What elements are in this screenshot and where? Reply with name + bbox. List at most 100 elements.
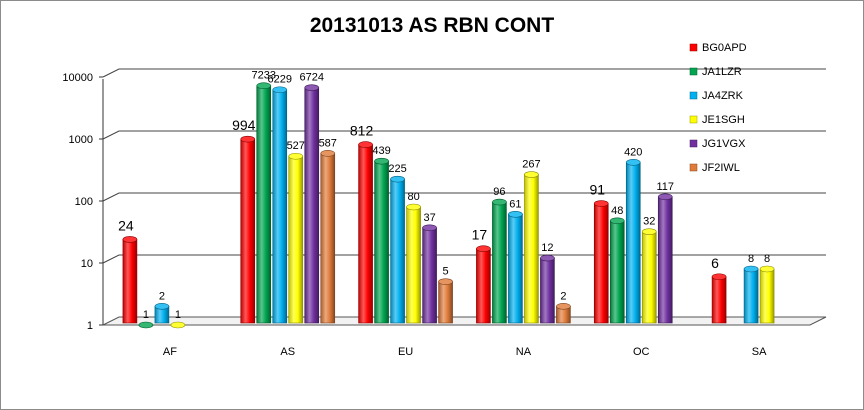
bar-JF2IWL-EU bbox=[438, 281, 453, 324]
bar-JE1SGH-EU bbox=[406, 206, 421, 324]
bar-top bbox=[122, 236, 138, 243]
gridline bbox=[102, 254, 826, 264]
data-label: 32 bbox=[643, 216, 655, 228]
data-label: 267 bbox=[522, 159, 540, 171]
bar-top bbox=[641, 228, 657, 235]
bar-JG1VGX-OC bbox=[657, 196, 673, 324]
data-label: 6229 bbox=[268, 74, 292, 86]
x-tick-label: AS bbox=[280, 346, 295, 358]
x-tick-label: OC bbox=[633, 346, 650, 358]
x-tick-label: SA bbox=[752, 346, 767, 358]
bar-top bbox=[743, 265, 759, 273]
legend-swatch bbox=[689, 115, 698, 124]
data-label: 48 bbox=[611, 205, 623, 217]
bar-top bbox=[524, 171, 539, 178]
bar-top bbox=[406, 203, 421, 211]
legend-label: JA4ZRK bbox=[702, 90, 744, 102]
bar-top bbox=[256, 82, 272, 90]
bar-top bbox=[374, 157, 389, 165]
legend-label: JF2IWL bbox=[702, 162, 740, 174]
bar-JG1VGX-EU bbox=[422, 227, 437, 324]
bar-top bbox=[240, 135, 256, 143]
bar-top bbox=[170, 321, 186, 329]
bar-BG0APD-AF bbox=[122, 239, 138, 324]
data-label: 61 bbox=[509, 198, 521, 210]
bar-top bbox=[304, 84, 320, 91]
bar-JE1SGH-SA bbox=[759, 268, 775, 324]
y-tick-label: 10000 bbox=[62, 72, 93, 84]
data-label: 587 bbox=[319, 137, 337, 149]
data-label: 420 bbox=[624, 146, 642, 158]
legend-swatch bbox=[689, 139, 698, 148]
data-label: 80 bbox=[407, 191, 419, 203]
data-label: 994 bbox=[232, 117, 256, 133]
y-tick-label: 100 bbox=[75, 196, 93, 208]
bar-JG1VGX-NA bbox=[540, 257, 555, 324]
data-label: 8 bbox=[764, 253, 770, 265]
data-label: 812 bbox=[350, 123, 374, 139]
bar-top bbox=[358, 141, 373, 148]
data-label: 527 bbox=[287, 140, 305, 152]
x-tick-label: EU bbox=[398, 346, 413, 358]
bar-JF2IWL-AS bbox=[320, 153, 336, 324]
data-label: 12 bbox=[541, 242, 553, 254]
legend-label: JA1LZR bbox=[702, 66, 742, 78]
gridline bbox=[102, 130, 826, 140]
data-label: 17 bbox=[472, 227, 488, 243]
bar-BG0APD-OC bbox=[593, 203, 609, 324]
bar-JE1SGH-NA bbox=[524, 174, 539, 324]
gridline bbox=[102, 68, 826, 78]
x-tick-label: NA bbox=[516, 346, 532, 358]
bar-top bbox=[540, 254, 555, 262]
bar-top bbox=[609, 217, 625, 225]
bar-top bbox=[288, 152, 304, 160]
data-label: 6724 bbox=[300, 72, 324, 84]
bar-top bbox=[154, 303, 170, 310]
bar-JA1LZR-EU bbox=[374, 160, 389, 324]
data-label: 91 bbox=[589, 182, 605, 198]
legend-swatch bbox=[689, 91, 698, 100]
bar-JA4ZRK-EU bbox=[390, 178, 405, 324]
data-label: 24 bbox=[118, 217, 134, 233]
y-tick-label: 1000 bbox=[69, 134, 93, 146]
bar-JA1LZR-OC bbox=[609, 220, 625, 324]
legend-swatch bbox=[689, 163, 698, 172]
bar-JA4ZRK-SA bbox=[743, 268, 759, 324]
data-label: 225 bbox=[388, 163, 406, 175]
bar-top bbox=[476, 245, 491, 253]
y-tick-label: 1 bbox=[87, 320, 93, 332]
data-label: 5 bbox=[443, 266, 449, 278]
data-label: 1 bbox=[175, 309, 181, 321]
bar-top bbox=[556, 303, 571, 310]
legend-swatch bbox=[689, 67, 698, 76]
bar-top bbox=[438, 278, 453, 285]
bar-JA1LZR-NA bbox=[492, 201, 507, 324]
bar-top bbox=[138, 321, 154, 329]
bar-BG0APD-AS bbox=[240, 138, 256, 324]
y-tick-label: 10 bbox=[81, 258, 93, 270]
data-label: 1 bbox=[143, 309, 149, 321]
bar-JA1LZR-AS bbox=[256, 85, 272, 324]
bar-top bbox=[593, 200, 609, 207]
bar-BG0APD-NA bbox=[476, 248, 491, 324]
bar-JE1SGH-AS bbox=[288, 155, 304, 324]
bar-BG0APD-SA bbox=[711, 276, 727, 324]
data-label: 2 bbox=[159, 290, 165, 302]
data-label: 8 bbox=[748, 253, 754, 265]
x-tick-label: AF bbox=[163, 346, 177, 358]
bar-top bbox=[492, 198, 507, 206]
bar-JA4ZRK-AS bbox=[272, 89, 288, 324]
bar-JA4ZRK-OC bbox=[625, 162, 641, 324]
data-label: 37 bbox=[423, 212, 435, 224]
bar-top bbox=[759, 265, 775, 273]
legend-label: JG1VGX bbox=[702, 138, 746, 150]
bar-BG0APD-EU bbox=[358, 144, 373, 324]
bar-top bbox=[320, 150, 336, 157]
bar-JG1VGX-AS bbox=[304, 87, 320, 324]
data-label: 7233 bbox=[252, 70, 276, 82]
bar-top bbox=[422, 224, 437, 232]
data-label: 2 bbox=[560, 290, 566, 302]
bar-top bbox=[711, 273, 727, 281]
